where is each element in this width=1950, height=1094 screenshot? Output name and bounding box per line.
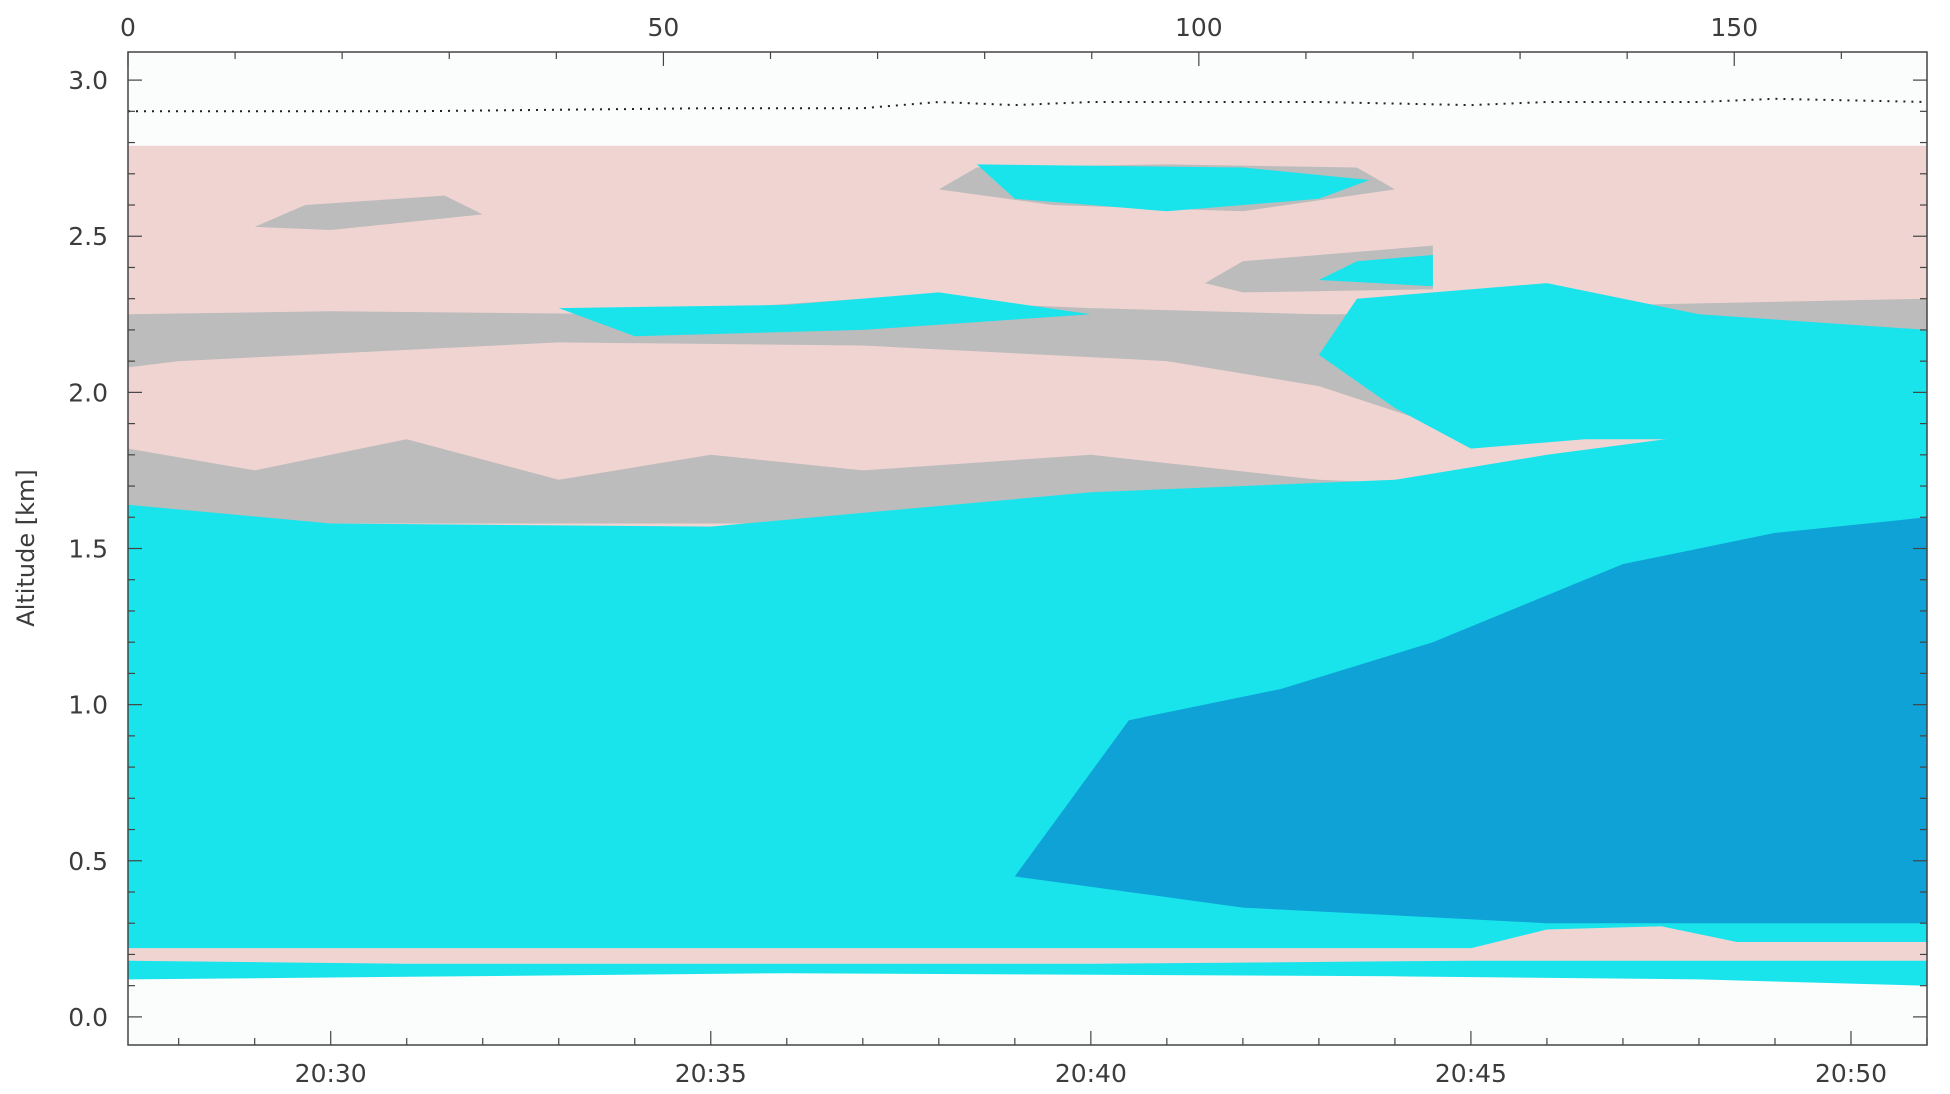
x-tick-label: 20:35 — [675, 1059, 747, 1088]
top-x-tick-label: 150 — [1710, 13, 1758, 42]
region-cyan-10 — [1318, 255, 1433, 287]
y-tick-label: 3.0 — [68, 66, 108, 95]
y-tick-label: 0.0 — [68, 1003, 108, 1032]
heatmap-regions — [128, 145, 1927, 986]
region-deep_blue-13 — [1014, 517, 1927, 924]
x-tick-label: 20:40 — [1055, 1059, 1127, 1088]
top-x-tick-label: 50 — [648, 13, 680, 42]
region-cyan-12 — [128, 960, 1927, 986]
region-cyan-8 — [976, 164, 1370, 212]
top-x-tick-label: 0 — [120, 13, 136, 42]
region-grey-4 — [254, 195, 483, 230]
region-cyan-11 — [1318, 283, 1927, 449]
top-x-tick-label: 100 — [1175, 13, 1223, 42]
x-tick-label: 20:50 — [1815, 1059, 1887, 1088]
y-axis-title: Altitude [km] — [12, 469, 40, 626]
y-tick-label: 2.0 — [68, 378, 108, 407]
y-tick-label: 1.5 — [68, 535, 108, 564]
plot-area — [128, 52, 1927, 1045]
x-tick-label: 20:30 — [295, 1059, 367, 1088]
region-pink-14 — [128, 926, 1927, 958]
y-tick-label: 0.5 — [68, 847, 108, 876]
region-cyan-9 — [558, 292, 1091, 337]
x-tick-label: 20:45 — [1435, 1059, 1507, 1088]
y-tick-label: 1.0 — [68, 691, 108, 720]
y-tick-label: 2.5 — [68, 222, 108, 251]
axis-ticks — [127, 52, 1928, 1045]
axis-tick-labels: 0.0 0.5 1.0 1.5 2.0 2.5 3.0 20:30 20:35 20:40 20:4… — [68, 13, 1887, 1088]
